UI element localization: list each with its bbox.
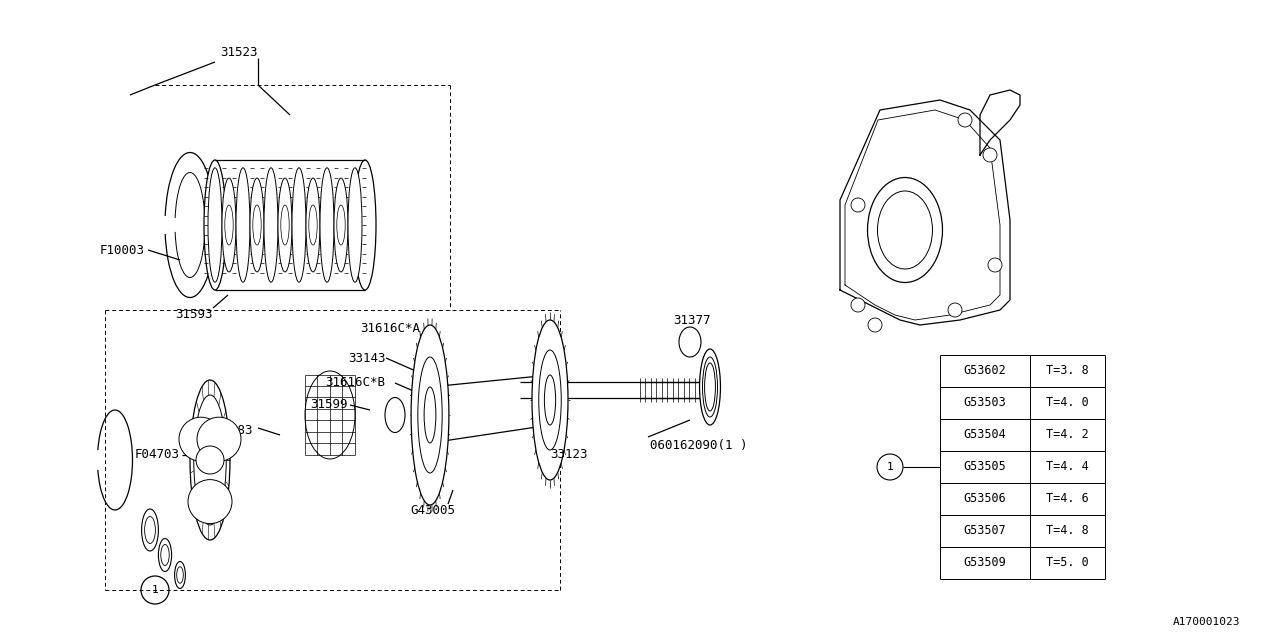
Ellipse shape <box>544 375 556 425</box>
Circle shape <box>868 318 882 332</box>
Ellipse shape <box>337 205 346 245</box>
Text: 33283: 33283 <box>215 424 252 436</box>
Text: F10003: F10003 <box>100 243 145 257</box>
Text: T=4. 2: T=4. 2 <box>1046 429 1089 442</box>
Ellipse shape <box>306 178 320 272</box>
Ellipse shape <box>264 168 278 282</box>
Ellipse shape <box>250 178 264 272</box>
Text: 060162090(1 ): 060162090(1 ) <box>650 438 748 451</box>
Text: A170001023: A170001023 <box>1172 617 1240 627</box>
Text: 31593: 31593 <box>175 308 212 321</box>
Text: F04703: F04703 <box>134 449 180 461</box>
Text: T=4. 8: T=4. 8 <box>1046 525 1089 538</box>
Ellipse shape <box>177 567 183 583</box>
Ellipse shape <box>539 350 561 450</box>
Text: 33143: 33143 <box>348 351 385 365</box>
Ellipse shape <box>193 395 227 525</box>
Ellipse shape <box>348 168 362 282</box>
Ellipse shape <box>225 205 233 245</box>
Text: G53507: G53507 <box>964 525 1006 538</box>
Circle shape <box>141 576 169 604</box>
Text: T=5. 0: T=5. 0 <box>1046 557 1089 570</box>
Text: G53503: G53503 <box>964 397 1006 410</box>
Ellipse shape <box>532 320 568 480</box>
Circle shape <box>196 446 224 474</box>
Ellipse shape <box>174 561 186 589</box>
Ellipse shape <box>320 168 334 282</box>
Text: T=3. 8: T=3. 8 <box>1046 365 1089 378</box>
Ellipse shape <box>253 205 261 245</box>
Text: G43005: G43005 <box>410 504 454 516</box>
Ellipse shape <box>207 168 221 282</box>
Text: 31523: 31523 <box>220 45 257 58</box>
Ellipse shape <box>411 325 449 505</box>
Ellipse shape <box>221 178 236 272</box>
Text: 1: 1 <box>887 462 893 472</box>
Circle shape <box>179 417 223 461</box>
Ellipse shape <box>278 178 292 272</box>
Text: 31616C*B: 31616C*B <box>325 376 385 390</box>
Ellipse shape <box>417 357 442 473</box>
Text: 33123: 33123 <box>550 449 588 461</box>
Ellipse shape <box>161 545 169 566</box>
Circle shape <box>983 148 997 162</box>
Text: T=4. 0: T=4. 0 <box>1046 397 1089 410</box>
Text: T=4. 4: T=4. 4 <box>1046 461 1089 474</box>
Ellipse shape <box>878 191 933 269</box>
Circle shape <box>851 298 865 312</box>
Text: 1: 1 <box>151 585 159 595</box>
Ellipse shape <box>703 357 718 417</box>
Text: G53505: G53505 <box>964 461 1006 474</box>
Circle shape <box>948 303 963 317</box>
Ellipse shape <box>308 205 317 245</box>
Ellipse shape <box>355 160 376 290</box>
Ellipse shape <box>292 168 306 282</box>
Circle shape <box>197 417 241 461</box>
Ellipse shape <box>385 397 404 433</box>
Text: G53504: G53504 <box>964 429 1006 442</box>
Text: 31616C*A: 31616C*A <box>360 321 420 335</box>
Circle shape <box>851 198 865 212</box>
Circle shape <box>988 258 1002 272</box>
Ellipse shape <box>700 349 721 425</box>
Text: 31377: 31377 <box>673 314 710 326</box>
Ellipse shape <box>334 178 348 272</box>
Ellipse shape <box>142 509 159 551</box>
Ellipse shape <box>704 363 716 411</box>
Text: G53506: G53506 <box>964 493 1006 506</box>
Ellipse shape <box>280 205 289 245</box>
Ellipse shape <box>145 516 155 543</box>
Ellipse shape <box>868 177 942 282</box>
Ellipse shape <box>678 327 701 357</box>
Ellipse shape <box>424 387 436 443</box>
Ellipse shape <box>236 168 250 282</box>
Ellipse shape <box>204 160 227 290</box>
Text: T=4. 6: T=4. 6 <box>1046 493 1089 506</box>
Circle shape <box>957 113 972 127</box>
Circle shape <box>188 479 232 524</box>
Ellipse shape <box>189 380 230 540</box>
Ellipse shape <box>159 538 172 572</box>
Circle shape <box>877 454 902 480</box>
Text: G53509: G53509 <box>964 557 1006 570</box>
Text: 31599: 31599 <box>310 399 347 412</box>
Text: G53602: G53602 <box>964 365 1006 378</box>
